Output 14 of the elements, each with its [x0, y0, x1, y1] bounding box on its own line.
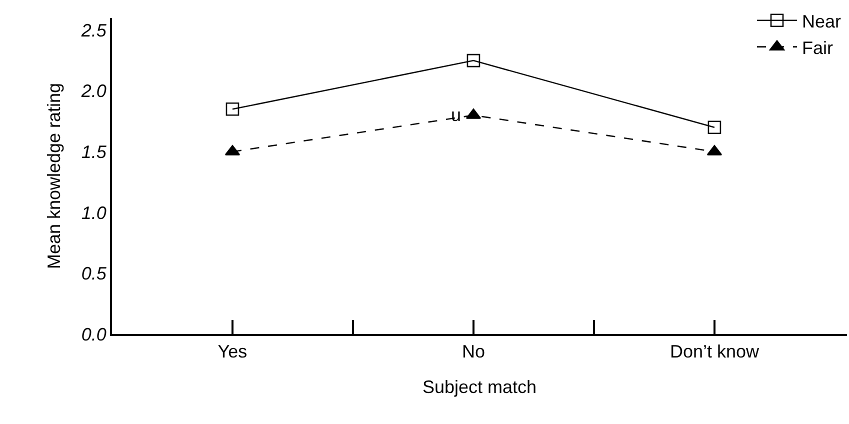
x-tick-label: No [462, 342, 485, 362]
y-tick-label: 1.5 [81, 142, 108, 162]
x-axis-title: Subject match [422, 377, 537, 398]
annotation: u [451, 105, 462, 125]
y-tick-label: 2.0 [80, 81, 106, 102]
y-tick-label: 0.5 [81, 264, 108, 284]
y-tick-label: 0.0 [81, 324, 106, 344]
legend-label: Fair [802, 38, 834, 58]
y-tick-label: 2.5 [80, 20, 108, 40]
y-tick-label: 1.0 [81, 202, 106, 223]
x-tick-label: Yes [218, 342, 248, 362]
y-axis-title: Mean knowledge rating [44, 82, 64, 270]
x-tick-label: Don’t know [670, 342, 760, 362]
legend-label: Near [802, 11, 842, 32]
